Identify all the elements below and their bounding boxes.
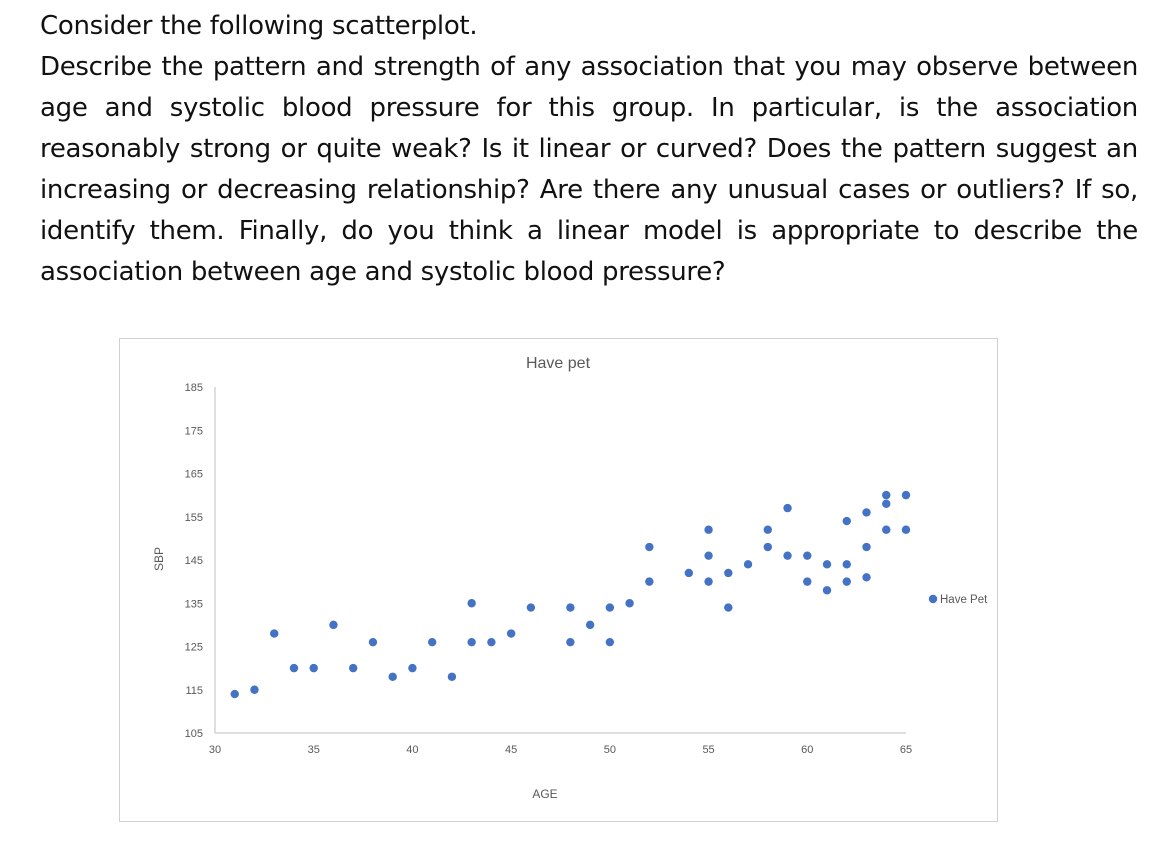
y-tick-label: 185 bbox=[185, 382, 203, 394]
data-point bbox=[704, 551, 713, 560]
data-point bbox=[250, 685, 259, 694]
data-point bbox=[724, 568, 733, 578]
x-tick-label: 65 bbox=[900, 744, 912, 756]
data-point bbox=[783, 503, 792, 513]
data-point bbox=[862, 508, 871, 517]
data-point bbox=[427, 637, 437, 647]
legend-label: Have Pet bbox=[940, 594, 988, 606]
legend-marker bbox=[928, 594, 938, 604]
data-point bbox=[566, 603, 575, 612]
x-tick-label: 30 bbox=[209, 744, 221, 756]
data-point bbox=[447, 672, 457, 681]
data-point bbox=[684, 568, 694, 578]
data-point bbox=[349, 663, 358, 673]
scatter-chart: Have pet SBP AGE 105 115 125 135 145 155 165 17… bbox=[152, 355, 988, 801]
y-tick-label: 155 bbox=[185, 512, 203, 524]
data-point bbox=[842, 516, 851, 526]
question-body: Describe the pattern and strength of any… bbox=[40, 52, 1138, 287]
data-point bbox=[368, 637, 378, 647]
data-point bbox=[842, 560, 851, 569]
data-point bbox=[645, 542, 654, 552]
data-point bbox=[862, 573, 871, 582]
data-point bbox=[467, 599, 476, 608]
data-point bbox=[566, 637, 575, 647]
data-point bbox=[605, 637, 615, 647]
data-point bbox=[783, 551, 792, 560]
data-point bbox=[585, 620, 595, 630]
data-point bbox=[506, 629, 516, 638]
y-tick-label: 145 bbox=[185, 555, 203, 567]
data-point bbox=[882, 490, 891, 500]
data-point bbox=[388, 672, 397, 681]
data-point bbox=[901, 525, 911, 534]
data-point bbox=[270, 629, 279, 638]
data-point bbox=[743, 560, 753, 569]
data-point bbox=[763, 525, 772, 534]
data-point bbox=[901, 490, 911, 500]
data-point bbox=[763, 542, 772, 552]
legend: Have Pet bbox=[928, 594, 988, 606]
data-point bbox=[803, 551, 812, 560]
data-point bbox=[862, 542, 871, 552]
axes: 105 115 125 135 145 155 165 175 185 30 35 40 45 50 55 6… bbox=[185, 382, 912, 756]
x-tick-label: 40 bbox=[406, 744, 418, 756]
y-tick-label: 105 bbox=[185, 728, 203, 740]
x-tick-label: 45 bbox=[505, 744, 517, 756]
data-point bbox=[605, 603, 615, 612]
data-point bbox=[329, 620, 338, 630]
data-point bbox=[625, 599, 634, 608]
y-axis-label: SBP bbox=[152, 547, 166, 571]
data-point bbox=[487, 637, 496, 647]
data-point bbox=[724, 603, 733, 612]
data-points bbox=[230, 490, 911, 699]
data-point bbox=[803, 577, 812, 586]
data-point bbox=[408, 663, 417, 673]
data-point bbox=[842, 577, 851, 586]
data-point bbox=[467, 637, 476, 647]
y-tick-label: 175 bbox=[185, 425, 203, 437]
data-point bbox=[882, 499, 891, 508]
x-tick-label: 60 bbox=[801, 744, 813, 756]
question-title: Consider the following scatterplot. bbox=[40, 11, 478, 41]
data-point bbox=[526, 603, 536, 612]
data-point bbox=[289, 663, 299, 673]
chart-title: Have pet bbox=[526, 355, 591, 372]
data-point bbox=[704, 577, 713, 586]
x-tick-label: 55 bbox=[702, 744, 714, 756]
data-point bbox=[704, 525, 713, 534]
data-point bbox=[645, 577, 654, 586]
y-tick-label: 125 bbox=[185, 642, 203, 654]
data-point bbox=[309, 663, 318, 673]
data-point bbox=[822, 560, 832, 569]
data-point bbox=[882, 525, 891, 534]
x-axis-label: AGE bbox=[532, 787, 557, 801]
y-tick-label: 115 bbox=[185, 685, 203, 697]
chart-frame: Have pet SBP AGE 105 115 125 135 145 155 165 17… bbox=[119, 338, 998, 822]
x-tick-label: 50 bbox=[604, 744, 616, 756]
x-tick-label: 35 bbox=[308, 744, 320, 756]
y-tick-label: 135 bbox=[185, 598, 203, 610]
data-point bbox=[230, 689, 239, 699]
data-point bbox=[822, 586, 832, 595]
y-tick-label: 165 bbox=[185, 469, 203, 481]
